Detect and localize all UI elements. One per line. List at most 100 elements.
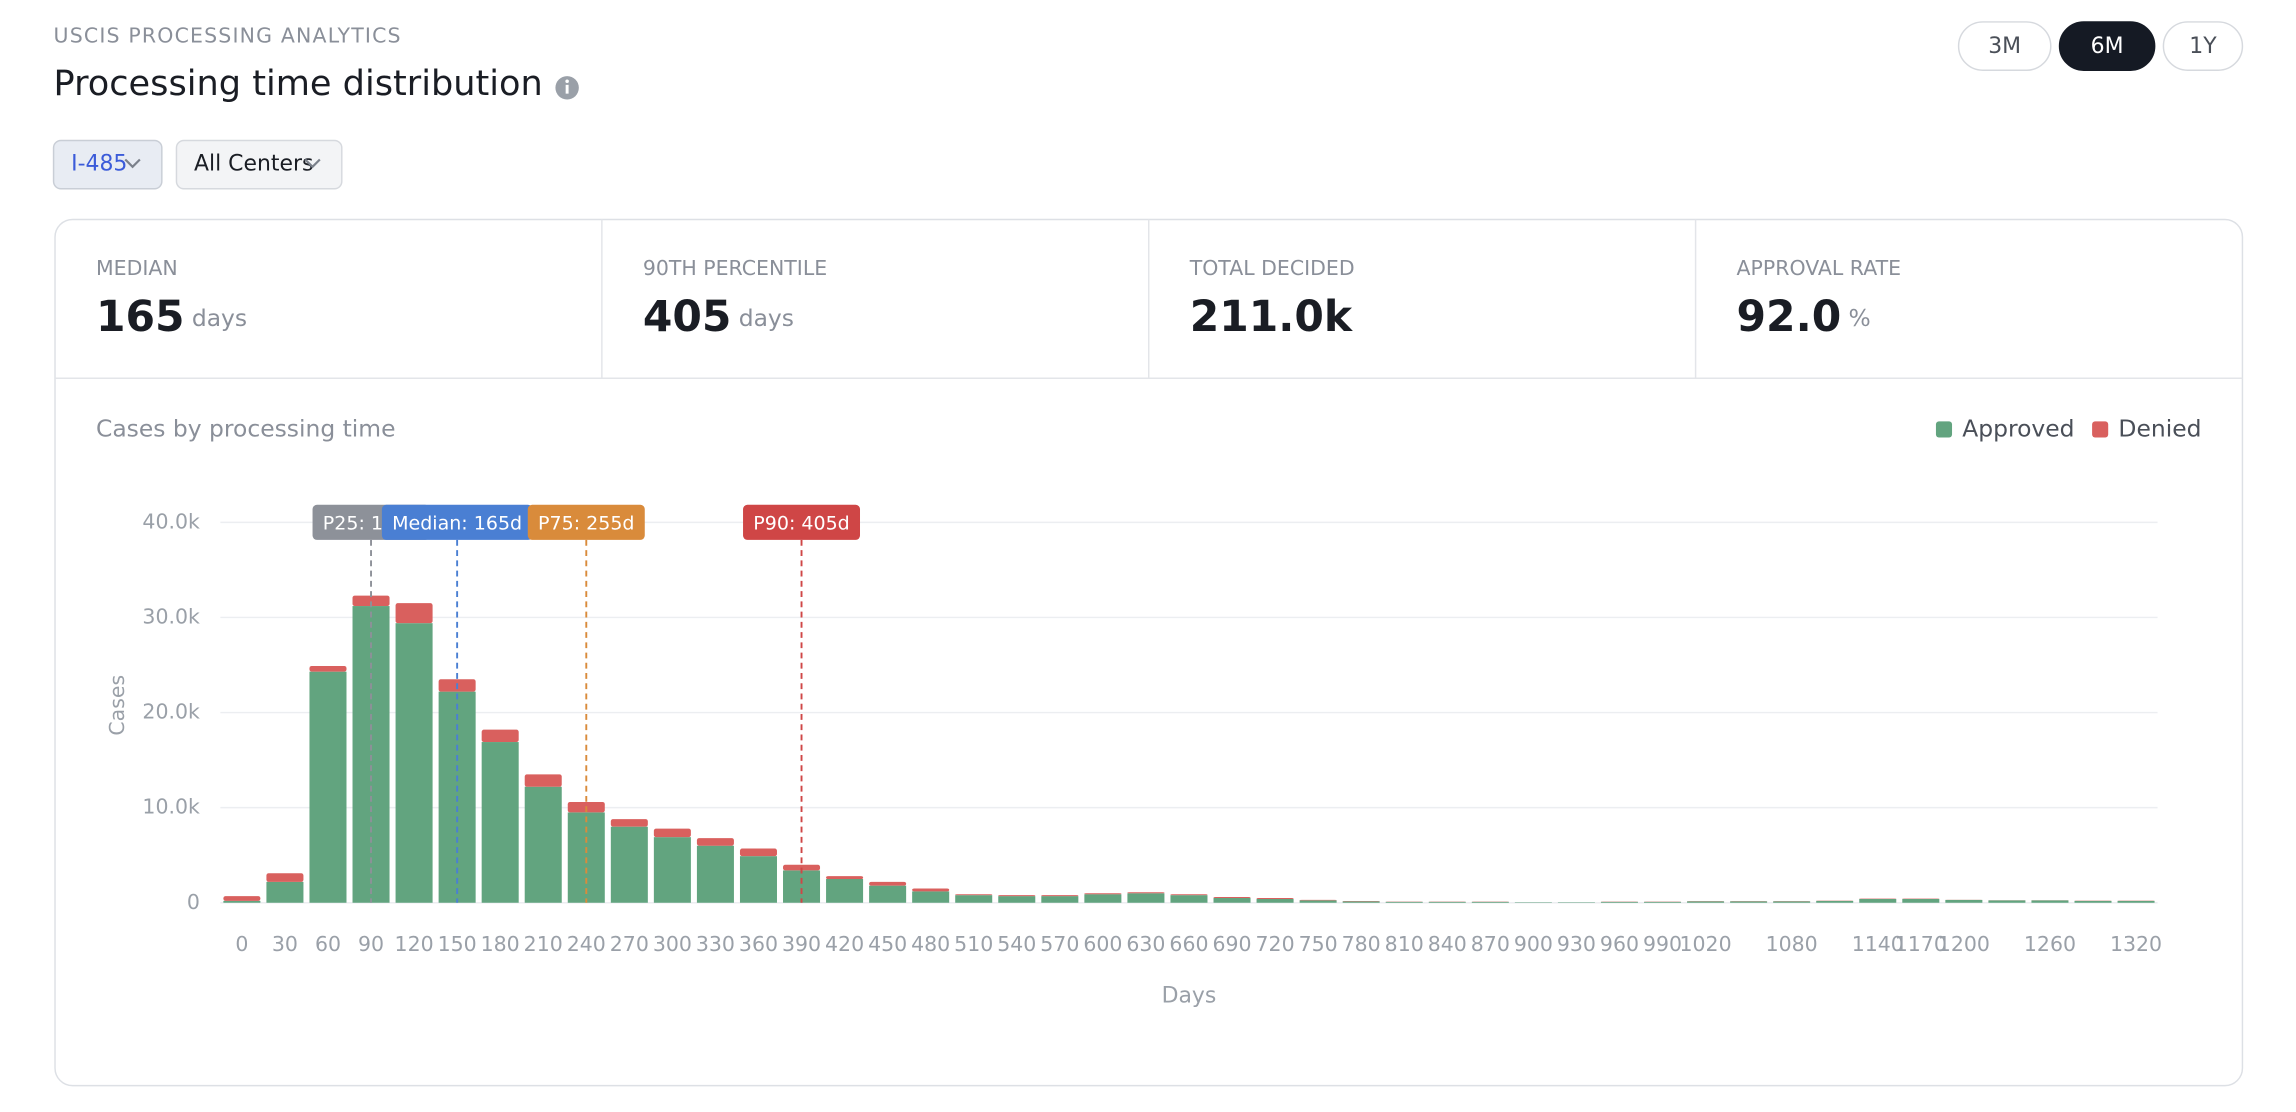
bar-segment bbox=[1170, 894, 1208, 896]
bar-segment bbox=[1644, 901, 1682, 903]
x-tick-label: 660 bbox=[1169, 932, 1208, 956]
chart: Cases by processing time Denied Approved 0 1… bbox=[96, 415, 2201, 1009]
eyebrow: USCIS PROCESSING ANALYTICS bbox=[54, 24, 402, 48]
bar-segment bbox=[696, 845, 734, 903]
x-tick-label: 630 bbox=[1126, 932, 1165, 956]
bar-segment bbox=[955, 895, 993, 903]
y-tick-label: 0 bbox=[187, 890, 200, 914]
button-label: 1Y bbox=[2189, 34, 2217, 59]
bar-segment bbox=[912, 888, 950, 892]
bar-segment bbox=[998, 895, 1036, 897]
x-tick-label: 1170 bbox=[1895, 932, 1947, 956]
bar-segment bbox=[955, 894, 993, 896]
kpi-label: MEDIAN bbox=[96, 256, 178, 280]
bar-segment bbox=[1041, 896, 1079, 903]
marker-label-text: P90: 405d bbox=[753, 512, 849, 534]
bar-segment bbox=[696, 838, 734, 846]
range-button[interactable]: 3M bbox=[1957, 21, 2052, 71]
kpi-number: 92.0 bbox=[1737, 292, 1842, 341]
bar-segment bbox=[998, 896, 1036, 903]
bar-segment bbox=[1385, 901, 1423, 903]
bar-segment bbox=[1127, 893, 1165, 903]
x-tick-label: 450 bbox=[868, 932, 907, 956]
x-tick-label: 420 bbox=[825, 932, 864, 956]
bar-segment bbox=[1256, 898, 1294, 899]
info-icon[interactable] bbox=[555, 76, 579, 100]
bar-segment bbox=[1471, 901, 1509, 903]
marker-label: P75: 255d bbox=[527, 504, 645, 540]
bar-segment bbox=[1213, 898, 1251, 903]
range-buttons: 3M 6M 1Y bbox=[1957, 21, 2244, 71]
range-button[interactable]: 6M bbox=[2058, 21, 2156, 71]
bar-segment bbox=[1988, 900, 2026, 903]
button-bg bbox=[2058, 21, 2156, 71]
bar-segment bbox=[266, 873, 304, 882]
x-tick-label: 900 bbox=[1514, 932, 1553, 956]
bar-segment bbox=[653, 828, 691, 838]
x-tick-label: 840 bbox=[1428, 932, 1467, 956]
bar-segment bbox=[1256, 898, 1294, 903]
kpi-value: 92.0% bbox=[1737, 292, 1871, 341]
filter-dropdown[interactable]: All Centers bbox=[175, 139, 343, 190]
kpi-unit: % bbox=[1849, 303, 1871, 331]
bar-segment bbox=[653, 837, 691, 903]
bar-segment bbox=[610, 819, 648, 827]
button-label: 6M bbox=[2091, 34, 2124, 59]
kpi-number: 211.0k bbox=[1190, 292, 1354, 341]
x-tick-label: 30 bbox=[272, 932, 298, 956]
y-axis-title: Cases bbox=[105, 675, 129, 736]
range-button[interactable]: 1Y bbox=[2162, 21, 2244, 71]
legend-swatch bbox=[1935, 421, 1953, 438]
filter-label: I-485 bbox=[71, 152, 127, 177]
bar-segment bbox=[1600, 901, 1638, 903]
bar-segment bbox=[223, 896, 261, 901]
bar-segment bbox=[2117, 900, 2155, 903]
y-tick-label: 10.0k bbox=[142, 795, 200, 819]
x-tick-label: 270 bbox=[610, 932, 649, 956]
bar-segment bbox=[481, 742, 519, 903]
x-tick-label: 510 bbox=[954, 932, 993, 956]
x-tick-label: 750 bbox=[1299, 932, 1338, 956]
bar-segment bbox=[309, 665, 347, 672]
x-tick-label: 1080 bbox=[1766, 932, 1818, 956]
x-tick-label: 1020 bbox=[1680, 932, 1732, 956]
button-bg bbox=[1957, 21, 2052, 71]
bar-segment bbox=[1428, 901, 1466, 903]
x-tick-label: 780 bbox=[1342, 932, 1381, 956]
legend-label: Approved bbox=[1962, 415, 2074, 443]
bar-segment bbox=[2031, 900, 2069, 903]
x-tick-label: 240 bbox=[567, 932, 606, 956]
bar-segment bbox=[869, 885, 907, 903]
bar-segment bbox=[783, 864, 821, 871]
bar-segment bbox=[266, 881, 304, 903]
kpi-value: 165 days bbox=[96, 292, 247, 341]
marker-label-bg bbox=[381, 504, 533, 540]
filter-label: All Centers bbox=[194, 152, 313, 177]
x-tick-label: 990 bbox=[1643, 932, 1682, 956]
y-tick-label: 20.0k bbox=[142, 700, 200, 724]
y-tick-label: 30.0k bbox=[142, 604, 200, 628]
bar-segment bbox=[869, 881, 907, 886]
x-tick-label: 300 bbox=[653, 932, 692, 956]
marker-label: Median: 165d bbox=[381, 504, 533, 540]
bar-segment bbox=[1730, 901, 1768, 903]
kpi-label: TOTAL DECIDED bbox=[1189, 256, 1355, 280]
marker-label-text: P75: 255d bbox=[538, 512, 634, 534]
filter-dropdown[interactable]: I-485 bbox=[52, 139, 163, 190]
bar-segment bbox=[1342, 901, 1380, 903]
marker-label-bg bbox=[527, 504, 645, 540]
x-tick-label: 960 bbox=[1600, 932, 1639, 956]
bar-segment bbox=[524, 786, 562, 903]
x-tick-label: 60 bbox=[315, 932, 341, 956]
bar-segment bbox=[783, 870, 821, 903]
page-title: Processing time distribution bbox=[54, 63, 543, 104]
x-tick-label: 810 bbox=[1385, 932, 1424, 956]
legend-swatch bbox=[2092, 421, 2109, 438]
x-tick-label: 180 bbox=[481, 932, 520, 956]
bar-segment bbox=[2074, 900, 2112, 903]
bar-segment bbox=[912, 891, 950, 903]
bar-segment bbox=[223, 900, 261, 903]
